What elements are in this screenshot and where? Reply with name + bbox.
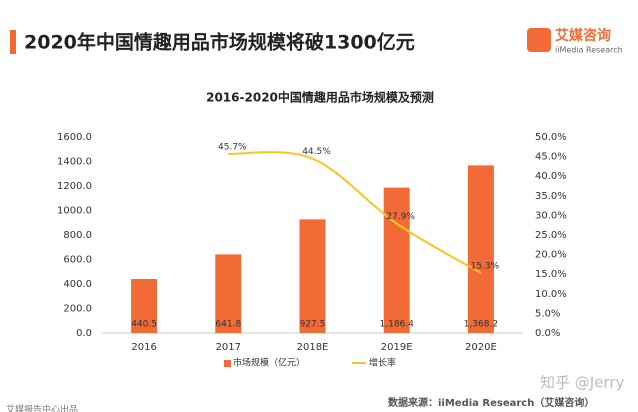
y-tick-label: 1200.0 [57,181,92,192]
y-tick-label: 600.0 [63,255,92,266]
bar-label: 440.5 [131,320,157,330]
y2-tick-label: 45.0% [535,152,567,163]
legend-swatch [224,360,231,367]
bar [299,219,326,333]
bar [131,279,158,333]
bar [383,187,410,333]
x-tick-label: 2016 [131,342,156,353]
line-label: 27.9% [386,212,415,222]
x-tick-label: 2017 [216,342,241,353]
y2-tick-label: 5.0% [535,308,560,319]
logo-subtext: iiMedia Research [555,46,623,55]
y2-tick-label: 20.0% [535,250,567,261]
y-tick-label: 800.0 [63,230,92,241]
logo-icon [527,28,551,52]
x-tick-label: 2020E [465,342,497,353]
y2-tick-label: 35.0% [535,191,567,202]
watermark: 知乎 @Jerry [540,374,624,392]
legend-label: 市场规模（亿元） [233,357,305,369]
y-tick-label: 1400.0 [57,157,92,168]
y-tick-label: 200.0 [63,304,92,315]
bar [215,254,242,333]
page-title: 2020年中国情趣用品市场规模将破1300亿元 [24,31,415,54]
line-label: 45.7% [218,142,247,152]
line-label: 44.5% [302,147,331,157]
x-tick-label: 2019E [381,342,413,353]
y2-tick-label: 25.0% [535,230,567,241]
x-tick-label: 2018E [297,342,329,353]
logo-text: 艾媒咨询 [555,27,611,44]
bar-label: 927.5 [300,320,326,330]
y-tick-label: 1600.0 [57,132,92,143]
bar-label: 641.8 [215,320,241,330]
y2-tick-label: 10.0% [535,289,567,300]
title-marker [10,30,16,54]
y2-tick-label: 50.0% [535,132,567,143]
y-tick-label: 0.0 [76,328,92,339]
y2-tick-label: 40.0% [535,171,567,182]
y-tick-label: 400.0 [63,279,92,290]
bar-label: 1,368.2 [464,320,498,330]
y2-tick-label: 0.0% [535,328,560,339]
y-tick-label: 1000.0 [57,206,92,217]
bar-label: 1,186.4 [380,320,415,330]
y2-tick-label: 15.0% [535,269,567,280]
bar [467,165,494,333]
chart-title: 2016-2020中国情趣用品市场规模及预测 [206,90,434,105]
source: 数据来源：iiMedia Research（艾媒咨询） [388,396,594,409]
publisher: 艾媒报告中心出品 [6,404,78,412]
line-label: 15.3% [471,262,500,272]
growth-line [228,151,482,274]
legend-label: 增长率 [369,357,396,369]
y2-tick-label: 30.0% [535,210,567,221]
